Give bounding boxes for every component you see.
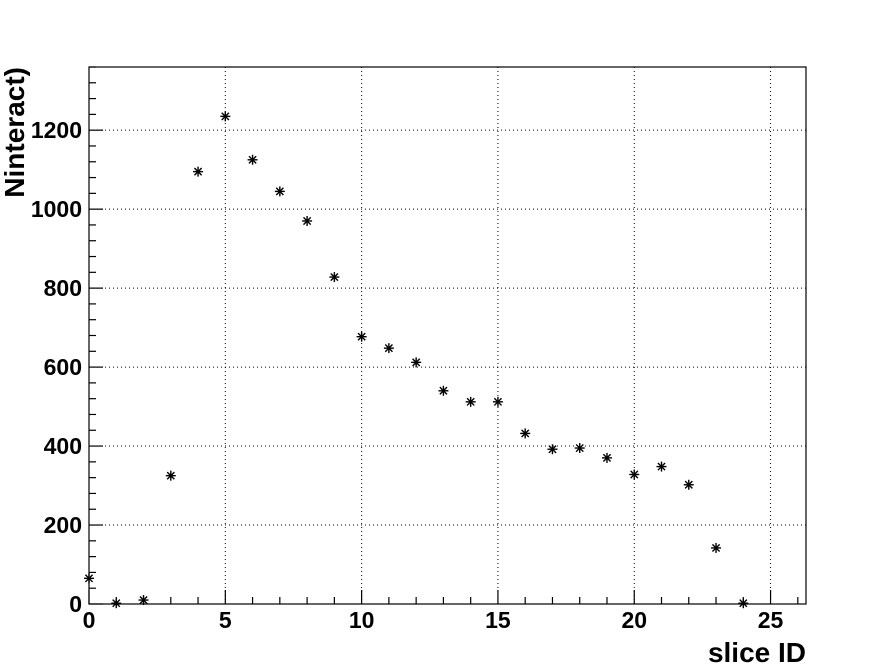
data-point [492,396,503,407]
x-tick-label: 15 [485,607,511,633]
data-point [111,598,122,609]
data-point [465,396,476,407]
data-point [165,470,176,481]
data-point [247,154,258,165]
data-point [383,343,394,354]
data-point [520,428,531,439]
data-point [138,595,149,606]
data-points [84,111,749,609]
data-point [601,452,612,463]
data-point [574,443,585,454]
y-tick-label: 400 [44,433,82,459]
x-tick-label: 25 [758,607,784,633]
data-point [411,357,422,368]
x-tick-label: 0 [83,607,96,633]
x-tick-label: 10 [349,607,375,633]
data-point [193,166,204,177]
data-point [711,542,722,553]
grid [89,67,806,604]
data-point [738,598,749,609]
y-tick-label: 1200 [31,117,82,143]
data-point [302,215,313,226]
y-tick-label: 800 [44,275,82,301]
data-point [84,573,94,584]
data-point [220,111,231,122]
y-tick-label: 600 [44,354,82,380]
plot-frame [88,66,807,605]
x-axis-title: slice ID [708,637,806,668]
data-point [356,331,367,342]
y-tick-label: 1000 [31,196,82,222]
data-point [438,385,449,396]
y-axis-title: Ninteract) [0,67,30,198]
data-point [656,461,667,472]
data-point [274,186,285,197]
data-point [683,479,694,490]
y-tick-label: 200 [44,512,82,538]
y-tick-label: 0 [69,591,82,617]
axis-ticks [88,66,799,605]
data-point [629,469,640,480]
data-point [547,444,558,455]
data-point [329,272,340,283]
x-tick-label: 20 [621,607,647,633]
x-tick-label: 5 [219,607,232,633]
tick-labels: 0 5 10 15 20 25 0 200 400 600 800 1000 1200 [31,117,784,633]
